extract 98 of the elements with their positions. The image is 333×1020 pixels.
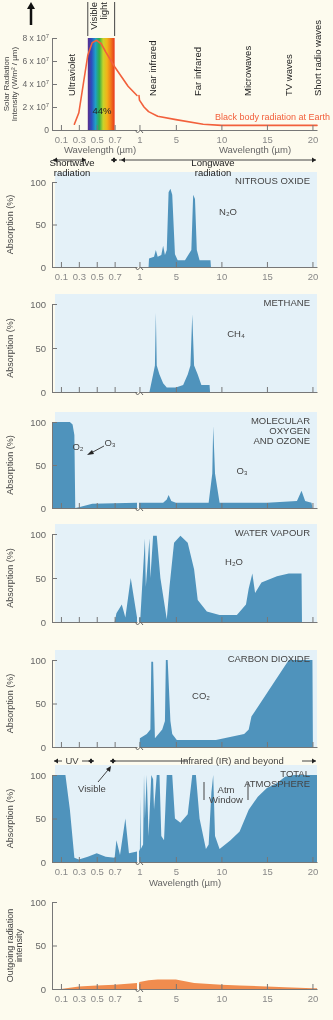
- y-tick-label: 0: [44, 125, 50, 136]
- x-tick-label: 15: [262, 865, 273, 877]
- x-tick-label: 20: [307, 865, 319, 877]
- x-tick-label: 0.7: [108, 992, 122, 1004]
- band-label: Visible light: [88, 1, 110, 30]
- y-tick-label: 0: [40, 261, 46, 273]
- x-tick-label: 0.7: [108, 270, 122, 282]
- x-tick-label: 1: [137, 133, 143, 145]
- chart-title: NITROUS OXIDE: [235, 175, 310, 186]
- annotation: O₃: [104, 437, 116, 448]
- x-tick-label: 10: [216, 270, 228, 282]
- x-tick-label: 5: [173, 865, 180, 877]
- x-tick-label: 0.1: [54, 133, 69, 145]
- x-tick-label: 0.5: [90, 133, 104, 145]
- annotation: Near infrared: [147, 40, 158, 96]
- y-axis-title: Absorption (%): [5, 194, 15, 255]
- annotation: CO₂: [192, 690, 211, 701]
- y-tick-label: 50: [35, 572, 46, 584]
- annotation: H₂O: [225, 556, 243, 567]
- x-tick-label: 5: [173, 992, 180, 1004]
- y-axis-title: Solar Radiation Intensity (W/m² / µm): [2, 46, 20, 122]
- x-tick-label: 15: [262, 270, 273, 282]
- y-axis-title: Absorption (%): [5, 673, 15, 734]
- x-tick-label: 0.3: [72, 133, 86, 145]
- x-tick-label: 5: [173, 270, 180, 282]
- y-tick-label: 0: [40, 502, 46, 514]
- x-tick-label: 1: [137, 865, 143, 877]
- chart-title: MOLECULAR OXYGEN AND OZONE: [250, 415, 311, 446]
- annotation: Microwaves: [242, 45, 253, 96]
- y-tick-label: 8 x 10$^{7}$: [22, 33, 49, 44]
- y-tick-label: 50: [35, 459, 46, 471]
- annotation: 44%: [92, 105, 113, 116]
- text: Infrared (IR) and beyond: [180, 755, 284, 766]
- y-tick-label: 100: [30, 416, 46, 428]
- annotation: TV waves: [283, 54, 294, 96]
- y-tick-label: 0: [40, 856, 46, 868]
- text: UV: [65, 755, 80, 766]
- annotation: N₂O: [219, 206, 237, 217]
- x-tick-label: 0.1: [54, 992, 69, 1004]
- y-axis-title: Outgoing radiation intensity: [5, 908, 25, 983]
- annotation: CH₄: [227, 328, 245, 339]
- x-tick-label: 20: [307, 133, 319, 145]
- y-axis-title: Absorption (%): [5, 435, 15, 495]
- y-tick-label: 50: [35, 698, 46, 710]
- x-axis-title: Wavelength (µm): [148, 877, 222, 888]
- chart-title: CARBON DIOXIDE: [227, 653, 310, 664]
- annotation: Ultraviolet: [66, 53, 77, 96]
- chart-title: METHANE: [263, 297, 310, 308]
- y-axis-title: Absorption (%): [5, 318, 15, 378]
- x-tick-label: 0.5: [90, 270, 104, 282]
- x-axis-title: Wavelength (µm): [63, 144, 137, 155]
- x-axis-title: Wavelength (µm): [218, 144, 292, 155]
- y-tick-label: 0: [40, 983, 46, 995]
- y-tick-label: 0: [40, 616, 46, 628]
- x-tick-label: 0.3: [72, 865, 86, 877]
- x-tick-label: 15: [262, 133, 273, 145]
- x-tick-label: 0.1: [54, 865, 69, 877]
- text: Longwave radiation: [191, 157, 235, 178]
- y-tick-label: 4 x 10$^{7}$: [22, 79, 49, 90]
- x-tick-label: 1: [137, 992, 143, 1004]
- x-tick-label: 0.5: [90, 992, 104, 1004]
- y-axis-title: Absorption (%): [5, 788, 15, 849]
- y-tick-label: 100: [30, 176, 46, 188]
- y-tick-label: 50: [35, 813, 46, 825]
- x-tick-label: 10: [216, 133, 228, 145]
- x-tick-label: 0.7: [108, 133, 122, 145]
- x-tick-label: 10: [216, 992, 228, 1004]
- x-tick-label: 0.5: [90, 865, 104, 877]
- y-tick-label: 100: [30, 896, 46, 908]
- x-tick-label: 20: [307, 992, 319, 1004]
- chart-title: WATER VAPOUR: [234, 527, 311, 538]
- x-tick-label: 0.3: [72, 992, 86, 1004]
- y-tick-label: 50: [35, 219, 46, 231]
- x-tick-label: 20: [307, 270, 319, 282]
- x-tick-label: 0.7: [108, 865, 122, 877]
- y-tick-label: 2 x 10$^{7}$: [22, 102, 49, 113]
- x-tick-label: 0.1: [54, 270, 69, 282]
- y-tick-label: 0: [40, 386, 46, 398]
- y-tick-label: 0: [40, 741, 46, 753]
- x-tick-label: 0.3: [72, 270, 86, 282]
- x-tick-label: 15: [262, 992, 273, 1004]
- y-tick-label: 50: [35, 342, 46, 354]
- annotation: Visible: [78, 783, 106, 794]
- series-label: Black body radiation at Earth: [214, 112, 330, 123]
- annotation: Short radio waves: [312, 19, 323, 96]
- annotation: Far infrared: [192, 46, 203, 96]
- y-tick-label: 6 x 10$^{7}$: [22, 56, 49, 67]
- text: Shortwave radiation: [49, 157, 95, 178]
- x-tick-label: 1: [137, 270, 143, 282]
- y-tick-label: 100: [30, 654, 46, 666]
- y-tick-label: 100: [30, 769, 46, 781]
- x-tick-label: 5: [173, 133, 180, 145]
- y-tick-label: 100: [30, 528, 46, 540]
- y-tick-label: 100: [30, 298, 46, 310]
- y-tick-label: 50: [35, 940, 46, 952]
- annotation: O₃: [236, 465, 248, 476]
- x-tick-label: 10: [216, 865, 228, 877]
- y-axis-title: Absorption (%): [5, 548, 15, 608]
